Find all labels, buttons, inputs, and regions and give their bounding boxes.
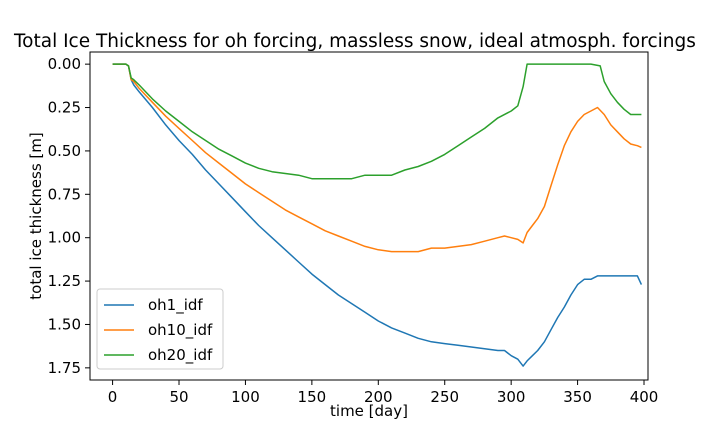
y-tick-label: 0.75 [48,185,81,203]
x-tick-label: 0 [108,388,118,406]
x-tick-label: 350 [563,388,592,406]
x-tick-label: 200 [364,388,393,406]
y-tick-label: 1.75 [48,359,81,377]
legend: oh1_idf oh10_idf oh20_idf [96,288,224,370]
series-layer [112,63,643,367]
y-tick-label: 0.00 [48,55,81,73]
x-tick-label: 50 [169,388,188,406]
legend-label-oh10_idf: oh10_idf [148,321,213,340]
x-tick-label: 150 [298,388,327,406]
y-tick-label: 1.25 [48,272,81,290]
plot-area [89,51,649,381]
x-tick-label: 250 [430,388,459,406]
x-axis-label: time [day] [330,402,408,420]
y-axis-label: total ice thickness [m] [27,132,45,299]
y-axis: 0.00 0.25 0.50 0.75 1.00 1.25 1.50 1.75 [48,55,90,377]
x-axis: 0 50 100 150 200 250 300 350 400 [108,380,659,406]
legend-label-oh1_idf: oh1_idf [148,296,203,315]
x-tick-label: 100 [231,388,260,406]
x-tick-label: 400 [630,388,659,406]
legend-box [96,288,224,370]
legend-label-oh20_idf: oh20_idf [148,346,213,365]
series-line-oh10_idf [112,63,642,253]
plot-frame [89,51,649,381]
series-line-oh1_idf [112,63,643,367]
x-tick-label: 300 [497,388,526,406]
y-tick-label: 1.50 [48,315,81,333]
chart-title: Total Ice Thickness for oh forcing, mass… [13,31,696,52]
y-tick-label: 1.00 [48,229,81,247]
series-line-oh20_idf [112,63,642,180]
y-tick-label: 0.25 [48,99,81,117]
y-tick-label: 0.50 [48,142,81,160]
